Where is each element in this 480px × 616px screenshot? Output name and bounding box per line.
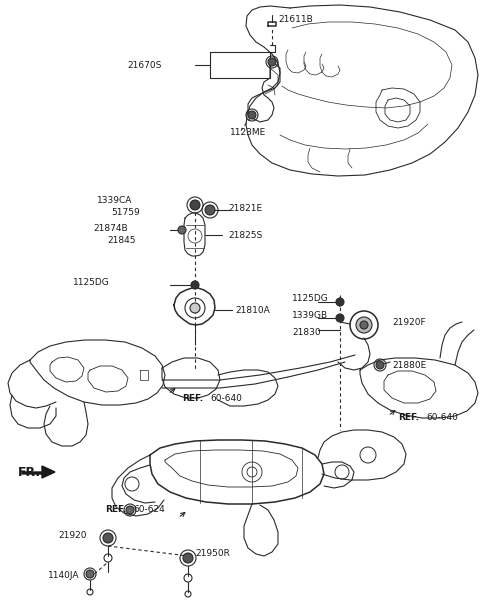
Text: 1125DG: 1125DG (73, 277, 110, 286)
Ellipse shape (268, 58, 276, 66)
Polygon shape (22, 466, 55, 478)
Ellipse shape (190, 303, 200, 313)
Text: 60-640: 60-640 (210, 394, 242, 402)
Text: 60-624: 60-624 (133, 506, 165, 514)
Text: 60-640: 60-640 (426, 413, 458, 423)
Ellipse shape (190, 200, 200, 210)
Text: REF.: REF. (182, 394, 203, 402)
Text: FR.: FR. (18, 466, 41, 479)
Ellipse shape (205, 205, 215, 215)
Text: 1123ME: 1123ME (230, 128, 266, 137)
Ellipse shape (103, 533, 113, 543)
Text: 21670S: 21670S (128, 60, 162, 70)
Ellipse shape (360, 321, 368, 329)
Ellipse shape (248, 111, 256, 119)
Ellipse shape (356, 317, 372, 333)
Text: 1140JA: 1140JA (48, 570, 80, 580)
Text: 21825S: 21825S (228, 230, 262, 240)
Text: 21874B: 21874B (94, 224, 128, 232)
Ellipse shape (183, 553, 193, 563)
Ellipse shape (191, 281, 199, 289)
Text: 21950R: 21950R (195, 549, 230, 559)
Text: 1339CA: 1339CA (96, 195, 132, 205)
Text: 21880E: 21880E (392, 360, 426, 370)
Text: 1339GB: 1339GB (292, 310, 328, 320)
Text: 21920F: 21920F (392, 317, 426, 326)
Ellipse shape (336, 298, 344, 306)
Text: 21920: 21920 (58, 530, 86, 540)
Ellipse shape (336, 314, 344, 322)
Text: 51759: 51759 (111, 208, 140, 216)
Ellipse shape (376, 361, 384, 369)
Text: 21830: 21830 (292, 328, 321, 336)
Text: 1125DG: 1125DG (292, 293, 329, 302)
Text: 21821E: 21821E (228, 203, 262, 213)
Ellipse shape (86, 570, 94, 578)
Ellipse shape (178, 226, 186, 234)
Text: 21845: 21845 (108, 235, 136, 245)
Text: 21810A: 21810A (235, 306, 270, 315)
Text: 21611B: 21611B (278, 15, 313, 23)
Text: REF.: REF. (105, 506, 126, 514)
Ellipse shape (126, 506, 134, 514)
Text: REF.: REF. (398, 413, 419, 423)
